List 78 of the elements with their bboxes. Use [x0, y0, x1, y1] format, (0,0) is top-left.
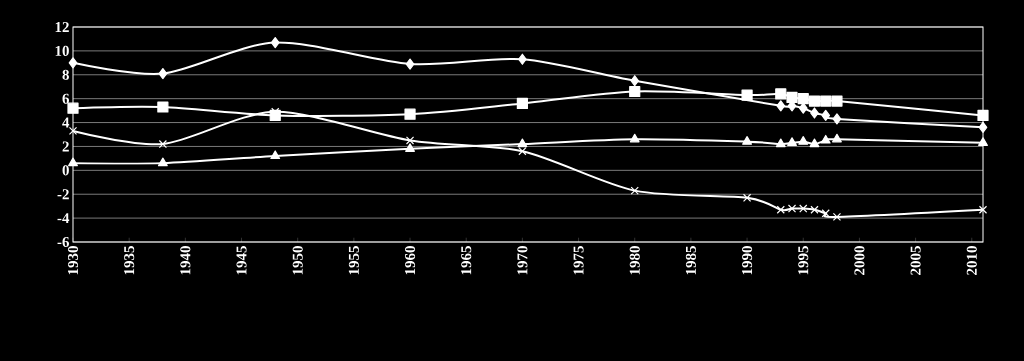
y-tick-label: 2 — [62, 141, 69, 152]
point — [68, 126, 78, 136]
x-tick-label: 1955 — [348, 246, 359, 275]
point — [629, 85, 641, 98]
point — [629, 133, 640, 143]
point — [808, 95, 821, 107]
point — [158, 139, 168, 149]
point — [831, 95, 843, 107]
point — [157, 101, 169, 113]
point — [776, 100, 786, 112]
y-tick-label: -6 — [57, 236, 70, 248]
y-tick-label: 12 — [55, 22, 69, 32]
point — [157, 157, 168, 167]
point — [741, 89, 753, 101]
x-tick-label: 1970 — [517, 246, 528, 275]
point — [820, 95, 832, 107]
point — [516, 97, 528, 110]
point — [67, 102, 79, 114]
y-tick-label: 8 — [62, 69, 69, 80]
y-tick-label: 0 — [62, 165, 69, 176]
point — [810, 205, 819, 214]
y-tick-label: 6 — [62, 93, 70, 104]
point — [787, 137, 797, 146]
point — [630, 75, 640, 87]
x-tick-label: 1945 — [236, 246, 247, 275]
point — [404, 108, 416, 120]
x-tick-label: 1960 — [404, 246, 416, 275]
point — [405, 136, 415, 145]
point — [821, 209, 830, 218]
x-tick-label: 2010 — [966, 246, 977, 275]
x-tick-label: 1995 — [798, 246, 809, 275]
point — [68, 57, 78, 69]
point — [742, 193, 752, 202]
x-tick-label: 1950 — [292, 246, 303, 275]
point — [270, 36, 280, 49]
x-tick-label: 2000 — [854, 246, 865, 275]
point — [630, 186, 639, 195]
point — [832, 133, 842, 143]
point — [518, 147, 527, 156]
point — [832, 113, 842, 125]
point — [809, 138, 820, 148]
point — [798, 136, 809, 145]
point — [518, 53, 527, 65]
y-tick-label: -2 — [57, 189, 69, 200]
point — [797, 93, 809, 105]
x-tick-label: 1985 — [685, 246, 696, 275]
point — [978, 137, 988, 146]
x-tick-label: 1990 — [742, 246, 753, 275]
point — [978, 205, 988, 214]
point — [821, 109, 831, 121]
point — [776, 205, 785, 214]
point — [517, 138, 528, 148]
point — [978, 121, 988, 133]
x-tick-label: 2005 — [910, 246, 921, 275]
y-tick-label: -4 — [57, 213, 70, 224]
y-tick-label: 4 — [62, 117, 70, 128]
y-tick-label: 10 — [55, 45, 69, 56]
point — [68, 157, 78, 167]
point — [158, 67, 168, 80]
point — [832, 212, 842, 222]
point — [775, 138, 786, 148]
point — [775, 88, 787, 100]
point — [405, 143, 415, 152]
x-tick-label: 1965 — [461, 246, 472, 275]
point — [742, 136, 753, 145]
x-tick-label: 1980 — [629, 246, 640, 275]
point — [820, 134, 831, 144]
x-tick-label: 1975 — [573, 246, 584, 275]
point — [799, 204, 808, 213]
x-tick-label: 1930 — [67, 246, 79, 275]
point — [810, 107, 819, 119]
point — [786, 91, 798, 104]
point — [787, 204, 797, 213]
point — [977, 109, 989, 121]
x-tick-label: 1935 — [124, 246, 135, 275]
x-tick-label: 1940 — [180, 246, 191, 275]
point — [270, 150, 281, 160]
point — [405, 58, 415, 70]
